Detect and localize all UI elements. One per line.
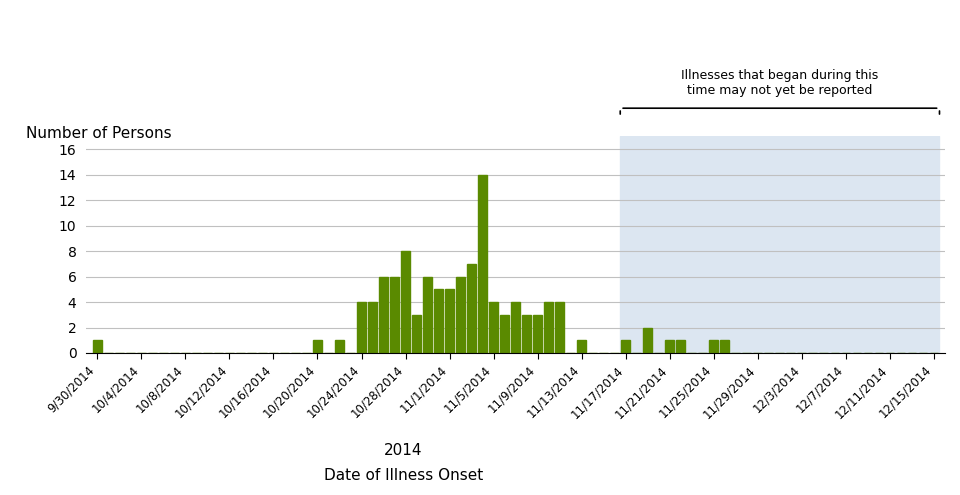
Bar: [456, 277, 465, 353]
Bar: [621, 340, 630, 353]
Bar: [478, 175, 487, 353]
Bar: [620, 136, 940, 353]
Text: Illnesses that began during this
time may not yet be reported: Illnesses that began during this time ma…: [682, 69, 878, 98]
Bar: [335, 340, 344, 353]
Bar: [500, 315, 509, 353]
Bar: [522, 315, 531, 353]
Text: Date of Illness Onset: Date of Illness Onset: [324, 468, 483, 483]
Bar: [555, 302, 564, 353]
Bar: [544, 302, 553, 353]
Bar: [434, 289, 443, 353]
Bar: [412, 315, 421, 353]
Bar: [512, 302, 520, 353]
Bar: [665, 340, 674, 353]
Bar: [379, 277, 388, 353]
Bar: [533, 315, 542, 353]
Bar: [468, 264, 476, 353]
Bar: [368, 302, 377, 353]
Bar: [93, 340, 102, 353]
Bar: [577, 340, 587, 353]
Text: Number of Persons: Number of Persons: [26, 126, 172, 141]
Bar: [313, 340, 322, 353]
Bar: [490, 302, 498, 353]
Text: 2014: 2014: [384, 444, 422, 458]
Bar: [390, 277, 399, 353]
Bar: [357, 302, 366, 353]
Bar: [677, 340, 685, 353]
Bar: [709, 340, 718, 353]
Bar: [445, 289, 454, 353]
Bar: [401, 251, 410, 353]
Bar: [423, 277, 432, 353]
Bar: [720, 340, 730, 353]
Bar: [643, 328, 652, 353]
